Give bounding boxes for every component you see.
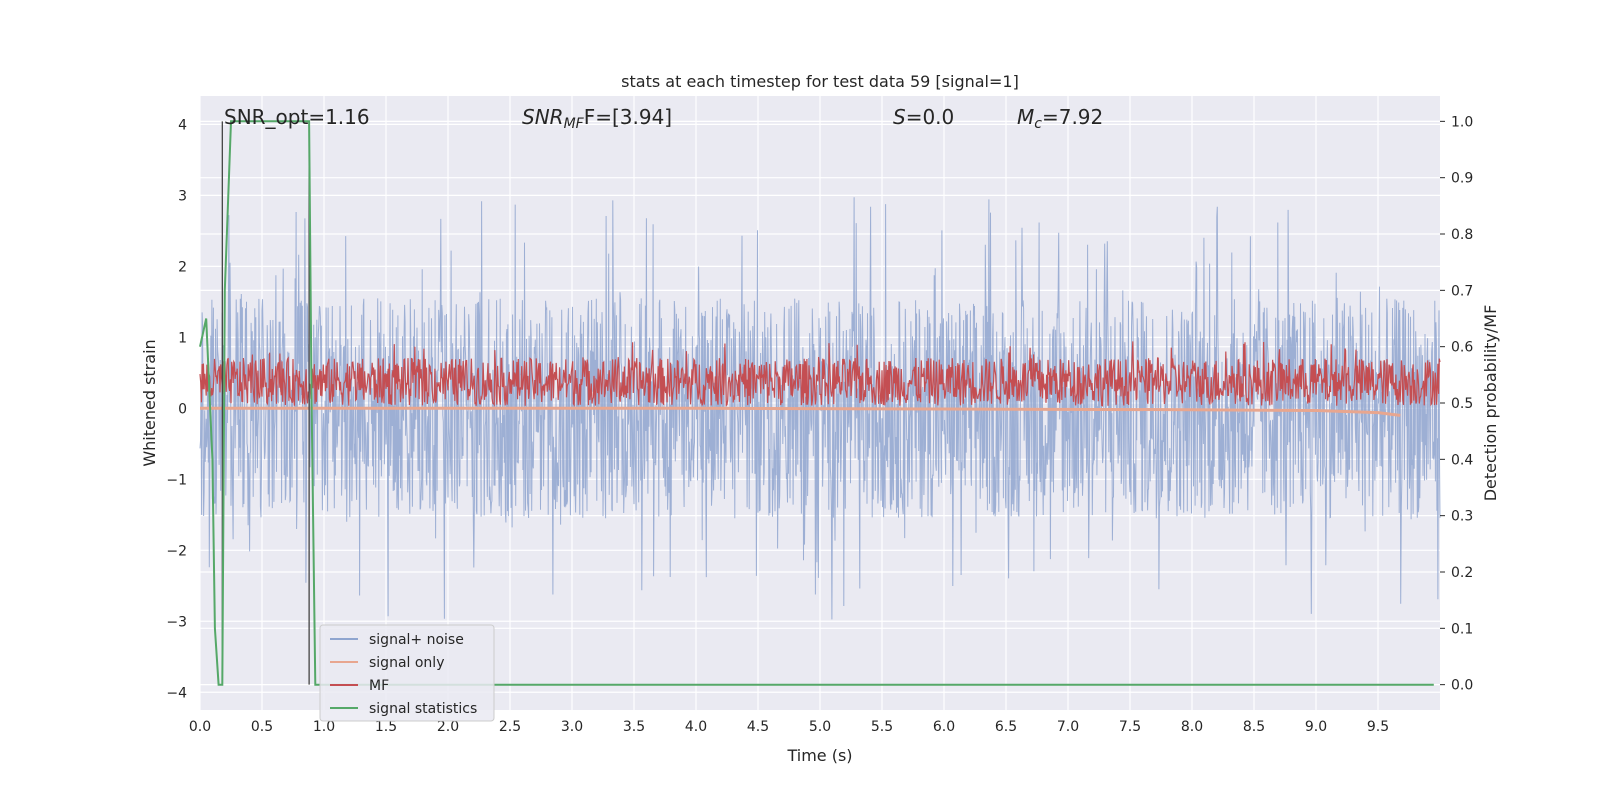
x-tick-label: 2.0 [437, 719, 459, 735]
y-tick-label: 0 [178, 401, 187, 417]
annotations: SNR_opt=1.16 SNRMFF=[3.94] S=0.0 Mc=7.92 [224, 105, 1103, 132]
y-right-tick-label: 0.3 [1451, 509, 1473, 525]
y-tick-label: 1 [178, 330, 187, 346]
x-tick-label: 4.5 [747, 719, 769, 735]
y-tick-label: −4 [166, 685, 187, 701]
y-right-tick-label: 0.6 [1451, 340, 1473, 356]
x-tick-label: 0.5 [251, 719, 273, 735]
x-axis-label: Time (s) [786, 746, 852, 765]
legend-label-signal-statistics: signal statistics [369, 701, 477, 717]
y-axis-right-label: Detection probability/MF [1481, 305, 1500, 502]
y-right-tick-label: 0.4 [1451, 452, 1473, 468]
chart-title: stats at each timestep for test data 59 … [621, 72, 1019, 91]
annotation-snr-mf-tail: F=[3.94] [584, 105, 672, 129]
y-tick-label: −3 [166, 614, 187, 630]
y-tick-label: 4 [178, 117, 187, 133]
y-right-tick-label: 0.0 [1451, 678, 1473, 694]
y-right-tick-label: 0.8 [1451, 227, 1473, 243]
series-signal-statistics [199, 120, 1434, 686]
y-right-tick-label: 0.9 [1451, 171, 1473, 187]
annotation-snr-mf-base: SNR [522, 105, 564, 129]
y-tick-label: −2 [166, 543, 187, 559]
x-tick-label: 3.0 [561, 719, 583, 735]
x-tick-label: 7.0 [1057, 719, 1079, 735]
series-mf [199, 341, 1441, 407]
y-right-tick-label: 1.0 [1451, 114, 1473, 130]
x-tick-label: 1.5 [375, 719, 397, 735]
x-tick-label: 0.0 [189, 719, 211, 735]
y-tick-label: 3 [178, 188, 187, 204]
annotation-mc-var: M [1017, 105, 1034, 129]
legend-label-signal-only: signal only [369, 655, 444, 671]
legend-label-mf: MF [369, 678, 389, 694]
x-tick-label: 8.0 [1181, 719, 1203, 735]
series-layer [199, 120, 1441, 686]
annotation-mc-tail: =7.92 [1042, 105, 1103, 129]
annotation-snr-opt: SNR_opt=1.16 [224, 105, 370, 129]
x-tick-label: 1.0 [313, 719, 335, 735]
x-tick-label: 2.5 [499, 719, 521, 735]
x-tick-label: 8.5 [1243, 719, 1265, 735]
x-tick-label: 9.5 [1367, 719, 1389, 735]
y-tick-label: 2 [178, 259, 187, 275]
annotation-snr-mf-sub: MF [564, 116, 585, 132]
axis-ticks: 0.0 0.5 1.0 1.5 2.0 2.5 3.0 3.5 4.0 4.5 5.0 5.5 6.0 6… [166, 114, 1473, 735]
legend-label-signal-noise: signal+ noise [369, 632, 464, 648]
x-tick-label: 3.5 [623, 719, 645, 735]
y-tick-label: −1 [166, 472, 187, 488]
annotation-mc: Mc=7.92 [1017, 105, 1103, 132]
series-signal-only [200, 406, 1401, 417]
x-tick-label: 5.0 [809, 719, 831, 735]
x-tick-label: 4.0 [685, 719, 707, 735]
annotation-snr-mf: SNRMFF=[3.94] [522, 105, 672, 132]
y-axis-label: Whitened strain [140, 339, 159, 466]
annotation-s: S=0.0 [893, 105, 954, 129]
x-tick-label: 6.5 [995, 719, 1017, 735]
y-right-tick-label: 0.2 [1451, 565, 1473, 581]
y-right-tick-label: 0.1 [1451, 621, 1473, 637]
x-tick-label: 7.5 [1119, 719, 1141, 735]
y-right-tick-label: 0.5 [1451, 396, 1473, 412]
y-right-tick-label: 0.7 [1451, 283, 1473, 299]
legend-box [319, 624, 495, 722]
annotation-s-tail: =0.0 [906, 105, 955, 129]
annotation-mc-sub: c [1034, 116, 1042, 132]
x-tick-label: 9.0 [1305, 719, 1327, 735]
x-tick-label: 6.0 [933, 719, 955, 735]
annotation-s-var: S [893, 105, 906, 129]
x-tick-label: 5.5 [871, 719, 893, 735]
legend: signal+ noise signal only MF signal stat… [319, 624, 495, 722]
